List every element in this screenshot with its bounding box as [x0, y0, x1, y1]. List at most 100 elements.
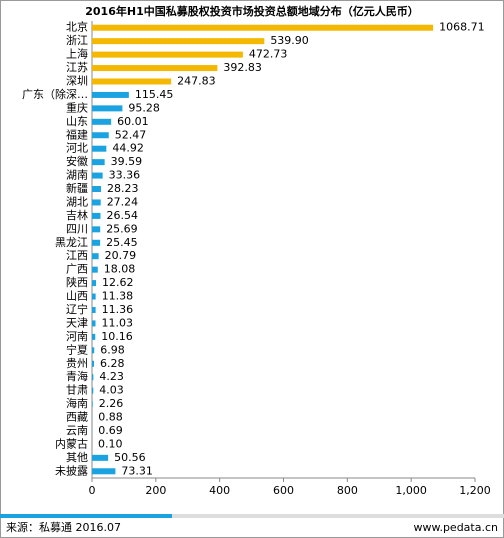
bar [92, 401, 93, 408]
bar [92, 347, 95, 354]
x-tick-label: 0 [89, 484, 96, 497]
bar [92, 105, 123, 112]
x-tick-label: 600 [273, 484, 294, 497]
footer-track [0, 514, 504, 518]
y-tick-label: 黑龙江 [55, 236, 88, 249]
bar [92, 239, 101, 246]
bar [92, 333, 96, 340]
bar [92, 65, 218, 72]
bar [92, 51, 243, 58]
y-tick-label: 天津 [66, 316, 88, 329]
bar [92, 78, 172, 85]
bar [92, 374, 94, 381]
x-tick-label: 400 [209, 484, 230, 497]
bar [92, 253, 99, 260]
y-tick-label: 甘肃 [66, 384, 88, 397]
bar [92, 38, 265, 45]
value-label: 18.08 [104, 263, 136, 276]
y-tick-label: 山东 [66, 115, 88, 128]
bar [92, 280, 97, 287]
bar [92, 266, 98, 273]
y-tick-label: 云南 [66, 424, 88, 437]
value-label: 247.83 [177, 74, 216, 87]
y-tick-label: 北京 [66, 20, 88, 34]
value-label: 11.36 [102, 303, 134, 316]
bar [92, 118, 112, 125]
value-label: 539.90 [270, 34, 309, 47]
bar [92, 360, 95, 367]
value-label: 60.01 [117, 115, 149, 128]
footer-bar [0, 514, 172, 518]
y-tick-label: 内蒙古 [55, 436, 88, 450]
value-label: 0.69 [98, 424, 123, 437]
bar [92, 132, 109, 139]
value-label: 2.26 [99, 397, 124, 410]
y-tick-label: 宁夏 [66, 342, 88, 356]
chart-title: 2016年H1中国私募股权投资市场投资总额地域分布（亿元人民币） [85, 4, 418, 18]
bar [92, 226, 101, 233]
y-tick-label: 海南 [66, 396, 88, 410]
y-tick-label: 河北 [66, 142, 88, 155]
value-label: 10.16 [101, 330, 133, 343]
y-tick-label: 未披露 [55, 463, 88, 477]
y-tick-label: 河南 [66, 330, 88, 343]
value-label: 472.73 [249, 48, 287, 61]
value-label: 1068.71 [439, 21, 485, 34]
x-tick-label: 1,200 [459, 484, 491, 497]
value-label: 50.56 [114, 451, 146, 464]
y-tick-label: 湖南 [66, 169, 88, 182]
bar [92, 212, 101, 219]
x-tick-label: 200 [145, 484, 166, 497]
value-label: 6.98 [100, 343, 125, 356]
value-label: 11.38 [102, 290, 133, 303]
value-label: 25.45 [106, 236, 138, 249]
value-label: 44.92 [112, 142, 144, 155]
value-label: 12.62 [102, 276, 134, 289]
value-label: 25.69 [106, 222, 138, 235]
y-tick-label: 江西 [66, 249, 88, 262]
bar [92, 172, 103, 179]
y-tick-label: 吉林 [66, 208, 88, 222]
y-tick-label: 广东（除深… [22, 87, 88, 101]
y-tick-label: 西藏 [66, 411, 88, 424]
bar [92, 320, 96, 327]
value-label: 4.23 [99, 370, 124, 383]
y-tick-label: 广西 [66, 263, 88, 276]
value-label: 0.10 [98, 437, 123, 450]
bar [92, 186, 102, 193]
value-label: 39.59 [111, 155, 142, 168]
bar [92, 387, 94, 394]
bar [92, 293, 96, 300]
value-label: 4.03 [99, 384, 124, 397]
value-label: 33.36 [109, 169, 141, 182]
bar [92, 24, 434, 31]
y-tick-label: 深圳 [66, 74, 88, 87]
y-tick-label: 上海 [66, 47, 88, 61]
value-label: 52.47 [115, 128, 147, 141]
bar [92, 468, 116, 475]
value-label: 27.24 [107, 195, 138, 208]
website: www.pedata.cn [413, 521, 498, 534]
bar [92, 159, 105, 166]
value-label: 392.83 [223, 61, 262, 74]
y-tick-label: 新疆 [66, 181, 88, 195]
value-label: 26.54 [106, 209, 137, 222]
y-tick-label: 浙江 [66, 34, 88, 47]
y-tick-label: 福建 [66, 127, 88, 141]
value-label: 6.28 [100, 357, 125, 370]
y-tick-label: 安徽 [66, 154, 88, 168]
value-label: 11.03 [102, 316, 134, 329]
y-tick-label: 辽宁 [66, 302, 88, 316]
y-tick-label: 江苏 [66, 61, 88, 74]
x-tick-label: 1,000 [395, 484, 427, 497]
y-tick-label: 四川 [66, 222, 88, 235]
value-label: 73.31 [121, 464, 152, 477]
bar [92, 306, 96, 313]
value-label: 20.79 [105, 249, 136, 262]
bar [92, 91, 129, 98]
y-tick-label: 山西 [66, 290, 88, 303]
value-label: 28.23 [107, 182, 138, 195]
y-tick-label: 青海 [66, 369, 88, 383]
y-tick-label: 贵州 [66, 357, 88, 370]
